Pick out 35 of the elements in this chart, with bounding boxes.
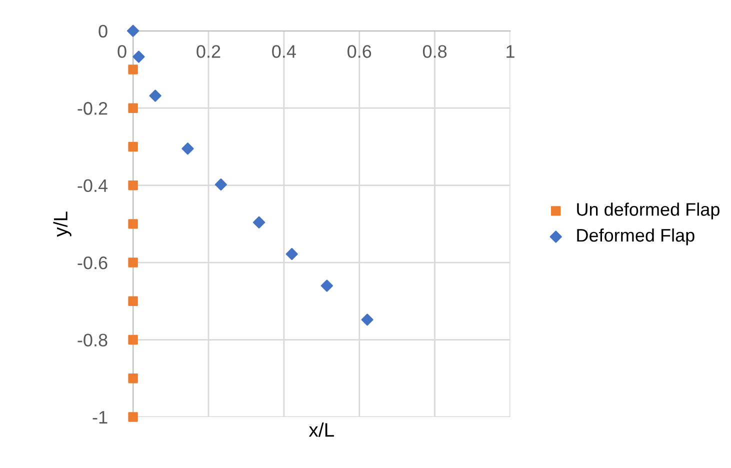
y-tick-label: -0.4: [78, 179, 108, 192]
x-tick-label: 0.6: [348, 45, 372, 58]
point: [361, 314, 374, 326]
point: [126, 24, 140, 37]
y-tick-label: -0.2: [78, 102, 108, 115]
x-tick-label: 1: [506, 45, 514, 58]
y-axis-title: y/L: [53, 212, 72, 237]
x-axis-title: x/L: [308, 422, 334, 437]
y-tick-label: 0: [98, 24, 108, 38]
y-tick-label: -1: [92, 411, 108, 424]
legend-label: Deformed Flap: [577, 228, 694, 246]
point: [128, 334, 138, 345]
point: [214, 178, 228, 191]
point: [128, 258, 138, 268]
y-tick-label: -0.6: [78, 256, 108, 270]
x-tick-label: 0: [118, 45, 126, 58]
point: [128, 142, 138, 152]
point: [286, 248, 298, 260]
point: [128, 219, 138, 229]
y-tick-label: -0.8: [78, 334, 108, 346]
point: [182, 142, 194, 155]
point: [128, 296, 138, 306]
point: [132, 50, 145, 63]
point: [128, 374, 138, 384]
legend-label: Un deformed Flap: [577, 202, 720, 220]
point: [128, 180, 138, 190]
point: [320, 280, 333, 292]
x-tick-label: 0.8: [422, 45, 447, 58]
point: [252, 216, 266, 228]
x-tick-label: 0.2: [196, 45, 220, 58]
x-tick-label: 0.4: [272, 45, 296, 58]
point: [149, 90, 162, 102]
point: [128, 64, 138, 74]
point: [128, 412, 138, 422]
point: [128, 103, 138, 113]
